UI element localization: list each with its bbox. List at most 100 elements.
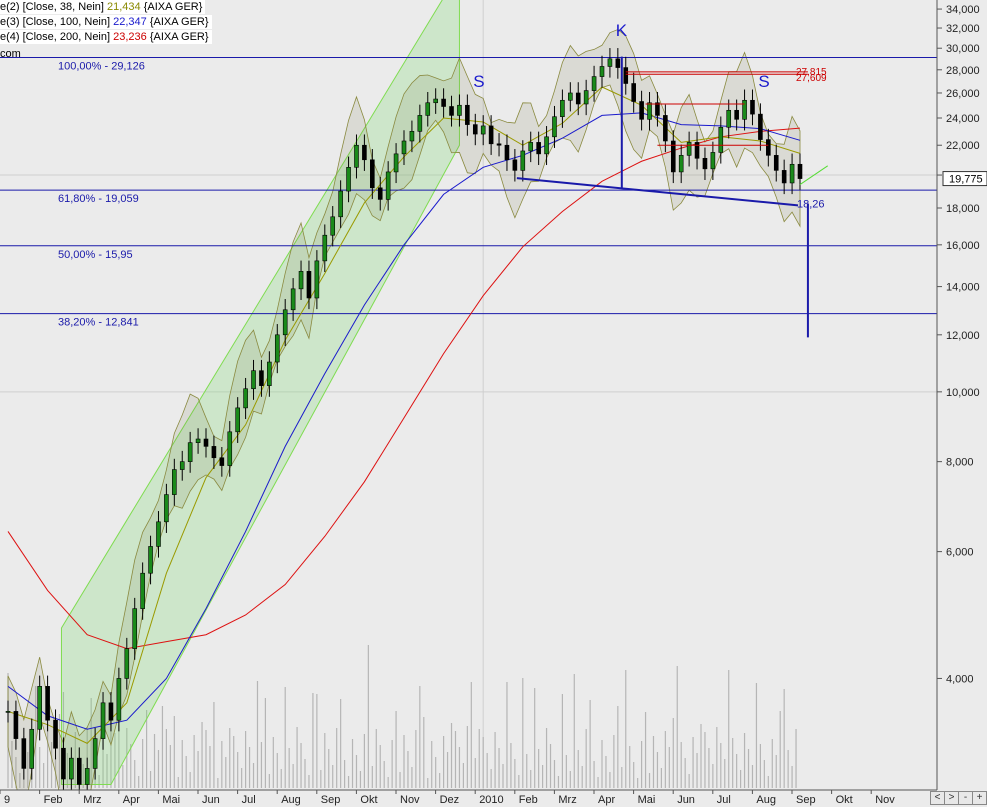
x-tick-label: Jun [202, 794, 220, 806]
y-tick-label: 12,000 [946, 330, 980, 342]
candle-body [480, 125, 486, 135]
candle-body [536, 142, 541, 155]
candle-body [370, 159, 375, 189]
candle-body [132, 608, 138, 649]
x-tick-label: Mai [162, 794, 180, 806]
x-tick-label: Sep [321, 794, 341, 806]
candle-body [663, 115, 668, 142]
candle-body [354, 144, 359, 168]
legend-label: e(4) [Close, 200, Nein] [0, 31, 114, 43]
candle-body [76, 757, 82, 785]
candle-body [164, 494, 169, 523]
candle-body [575, 92, 581, 105]
candle-body [615, 58, 621, 68]
candle-body [750, 99, 755, 115]
candle-body [116, 678, 122, 721]
candle-body [84, 768, 90, 785]
candle-body [13, 711, 19, 739]
x-tick-label: Okt [836, 794, 853, 806]
y-tick-label: 8,000 [946, 457, 974, 469]
candle-body [591, 76, 597, 91]
candle-body [156, 521, 161, 547]
zoom-in-button[interactable]: + [972, 791, 987, 805]
legend-symbol: {AIXA GER} [140, 1, 203, 13]
candle-body [678, 155, 684, 173]
plot-area [0, 0, 937, 790]
legend-value: 22,347 [113, 16, 147, 28]
candle-body [346, 167, 351, 192]
y-tick-label: 32,000 [946, 23, 980, 35]
candle-body [552, 116, 557, 138]
candle-body [504, 144, 510, 161]
candle-body [742, 99, 747, 120]
x-tick-label: Mrz [558, 794, 576, 806]
legend-symbol: {AIXA GER} [146, 31, 209, 43]
legend-label: e(3) [Close, 100, Nein] [0, 16, 114, 28]
candle-body [274, 334, 280, 363]
legend-symbol: {AIXA GER} [146, 16, 209, 28]
candle-body [195, 438, 201, 443]
source-text: com [0, 48, 21, 60]
candle-body [583, 90, 589, 105]
candle-body [322, 234, 328, 262]
candle-body [235, 407, 240, 433]
candle-body [401, 140, 407, 155]
legend-value: 23,236 [113, 31, 147, 43]
y-axis-area [937, 0, 987, 807]
y-tick-label: 34,000 [946, 4, 980, 16]
candle-body [655, 102, 660, 116]
candle-body [385, 171, 391, 200]
legend-entry: e(2) [Close, 38, Nein] 21,434 {AIXA GER} [0, 0, 206, 14]
y-tick-label: 28,000 [946, 65, 980, 77]
candle-body [45, 686, 50, 721]
candle-body [203, 438, 209, 447]
candle-body [290, 288, 296, 311]
candle-body [496, 143, 502, 146]
candle-body [441, 98, 446, 107]
y-tick-label: 4,000 [946, 673, 974, 685]
candle-body [639, 101, 644, 120]
ema100-line [7, 112, 801, 730]
candle-body [21, 738, 27, 769]
candle-body [100, 702, 106, 739]
candle-body [211, 446, 217, 459]
resistance-label: 27,815 [796, 67, 827, 78]
fibonacci-label: 61,80% - 19,059 [58, 193, 139, 205]
candle-body [377, 187, 383, 200]
candle-body [417, 115, 423, 132]
y-tick-label: 24,000 [946, 113, 980, 125]
legend-entry: e(4) [Close, 200, Nein] 23,236 {AIXA GER… [0, 30, 212, 44]
resistance-label: 27,609 [796, 73, 827, 84]
fibonacci-label: 50,00% - 15,95 [58, 249, 133, 261]
y-tick-label: 22,000 [946, 140, 980, 152]
neckline [516, 177, 799, 207]
candle-body [179, 461, 185, 470]
candle-body [140, 572, 145, 609]
candle-body [568, 92, 573, 101]
candle-body [686, 142, 692, 156]
candle-body [259, 370, 264, 386]
candle-body [282, 309, 288, 336]
x-tick-label: Apr [598, 794, 615, 806]
candle-body [560, 99, 565, 118]
candle-body [599, 66, 605, 77]
zoom-out-button[interactable]: - [958, 791, 973, 805]
candle-body [314, 260, 320, 299]
candle-body [108, 702, 114, 721]
x-tick-label: 2010 [479, 794, 503, 806]
pattern-label: S [473, 72, 484, 91]
nav-right-button[interactable]: > [944, 791, 959, 805]
candle-body [647, 102, 652, 120]
candle-body [520, 150, 526, 171]
candle-body [227, 431, 233, 466]
candle-body [53, 719, 58, 749]
candle-body [37, 686, 42, 730]
candle-body [433, 98, 438, 104]
nav-left-button[interactable]: < [930, 791, 945, 805]
candle-body [766, 139, 771, 156]
candle-body [187, 442, 193, 462]
x-tick-label: Sep [796, 794, 816, 806]
fibonacci-label: 38,20% - 12,841 [58, 317, 139, 329]
